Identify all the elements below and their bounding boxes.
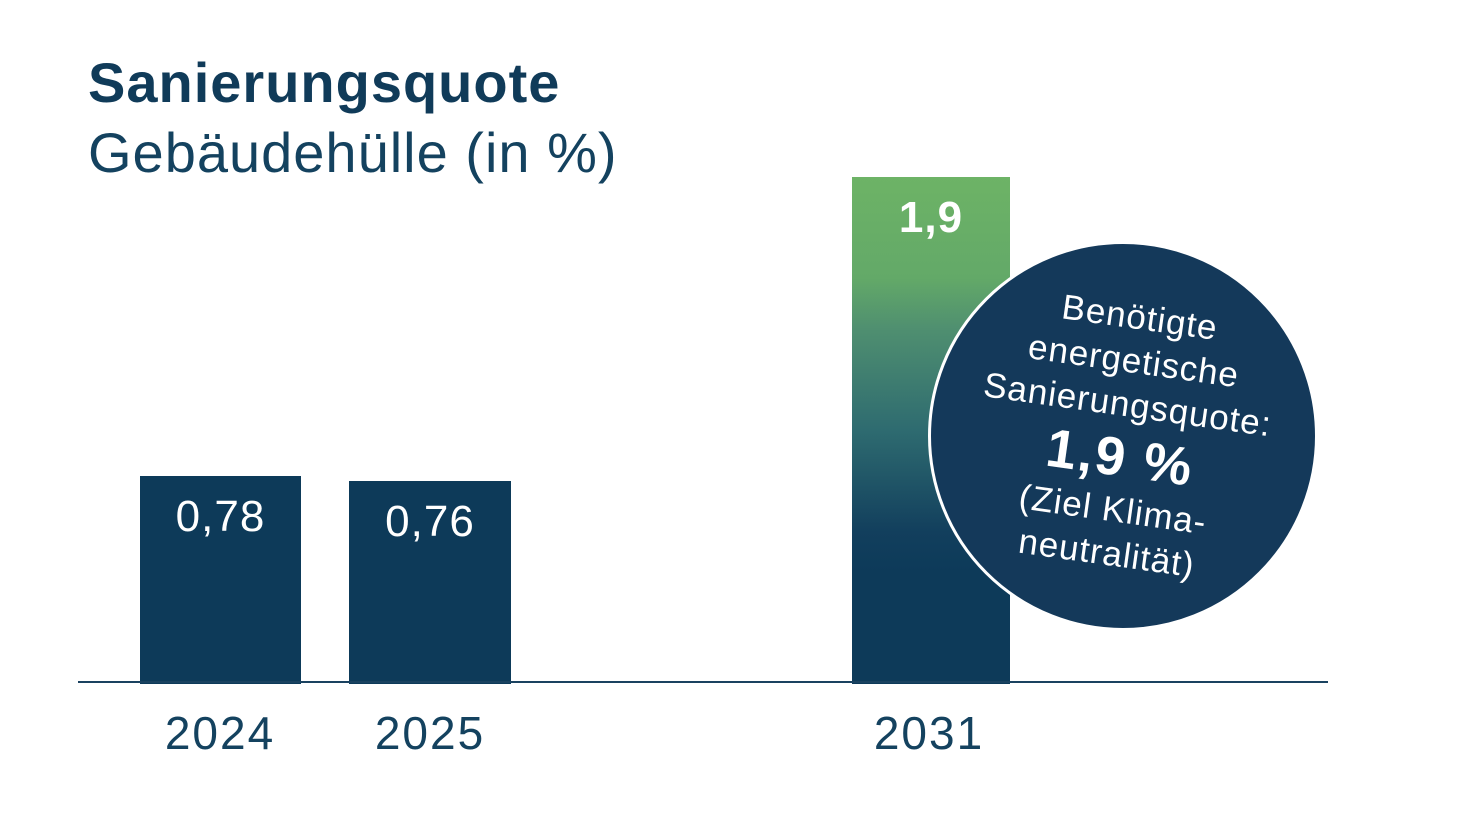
annotation-badge-circle: Benötigte energetische Sanierungsquote: … <box>928 241 1318 631</box>
x-tick-label-2025: 2025 <box>374 707 486 759</box>
x-axis-line <box>78 681 1328 683</box>
x-tick-label-2024: 2024 <box>164 707 276 759</box>
x-tick-label-2031: 2031 <box>873 707 985 759</box>
bar-2025: 0,76 <box>349 481 511 684</box>
bar-2031-value-label: 1,9 <box>898 193 964 242</box>
annotation-badge-text: Benötigte energetische Sanierungsquote: … <box>960 276 1287 596</box>
chart-title-block: Sanierungsquote Gebäudehülle (in %) <box>88 48 618 188</box>
chart-title: Sanierungsquote <box>88 51 561 114</box>
chart-subtitle: Gebäudehülle (in %) <box>88 121 618 184</box>
bar-2024-value-label: 0,78 <box>175 492 266 541</box>
bar-2025-value-label: 0,76 <box>385 497 475 546</box>
bar-2024: 0,78 <box>140 476 301 684</box>
